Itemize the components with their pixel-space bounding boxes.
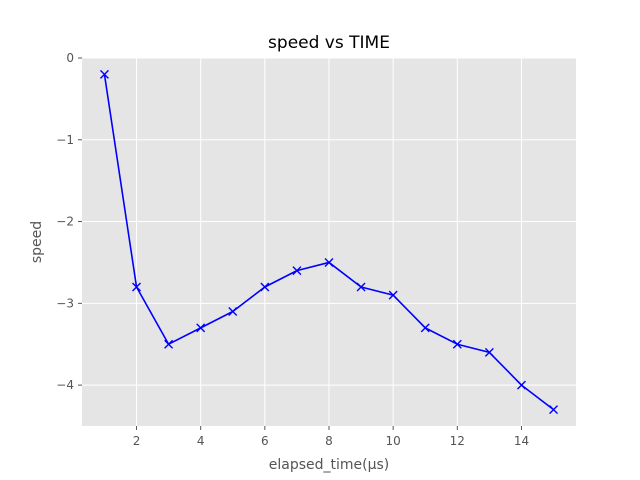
chart-title: speed vs TIME <box>268 33 390 53</box>
data-point-marker <box>260 282 270 292</box>
data-point-marker <box>292 266 302 276</box>
data-point-marker <box>356 282 366 292</box>
series-layer <box>99 69 559 415</box>
y-tick-label: 0 <box>66 51 74 65</box>
x-tick-label: 4 <box>197 434 205 448</box>
x-axis-ticks: 2 4 6 8 10 12 14 <box>133 426 529 448</box>
y-axis-ticks: 0 −1 −2 −3 −4 <box>56 51 82 392</box>
data-point-marker <box>196 323 206 333</box>
y-tick-label: −4 <box>56 378 74 392</box>
data-point-marker <box>420 323 430 333</box>
x-tick-label: 10 <box>386 434 401 448</box>
x-tick-label: 2 <box>133 434 141 448</box>
x-tick-label: 8 <box>325 434 333 448</box>
y-tick-label: −1 <box>56 133 74 147</box>
data-point-marker <box>164 339 174 349</box>
data-point-marker <box>99 69 109 79</box>
x-tick-label: 12 <box>450 434 465 448</box>
data-point-marker <box>549 405 559 415</box>
y-tick-label: −2 <box>56 215 74 229</box>
data-point-marker <box>388 290 398 300</box>
y-axis-label: speed <box>29 221 45 263</box>
data-point-marker <box>452 339 462 349</box>
x-tick-label: 14 <box>514 434 529 448</box>
grid-lines <box>82 57 576 426</box>
x-tick-label: 6 <box>261 434 269 448</box>
data-point-marker <box>516 380 526 390</box>
x-axis-label: elapsed_time(µs) <box>269 457 390 473</box>
data-point-marker <box>132 282 142 292</box>
data-point-marker <box>228 307 238 317</box>
y-tick-label: −3 <box>56 296 74 310</box>
data-point-marker <box>324 257 334 267</box>
data-point-marker <box>484 347 494 357</box>
